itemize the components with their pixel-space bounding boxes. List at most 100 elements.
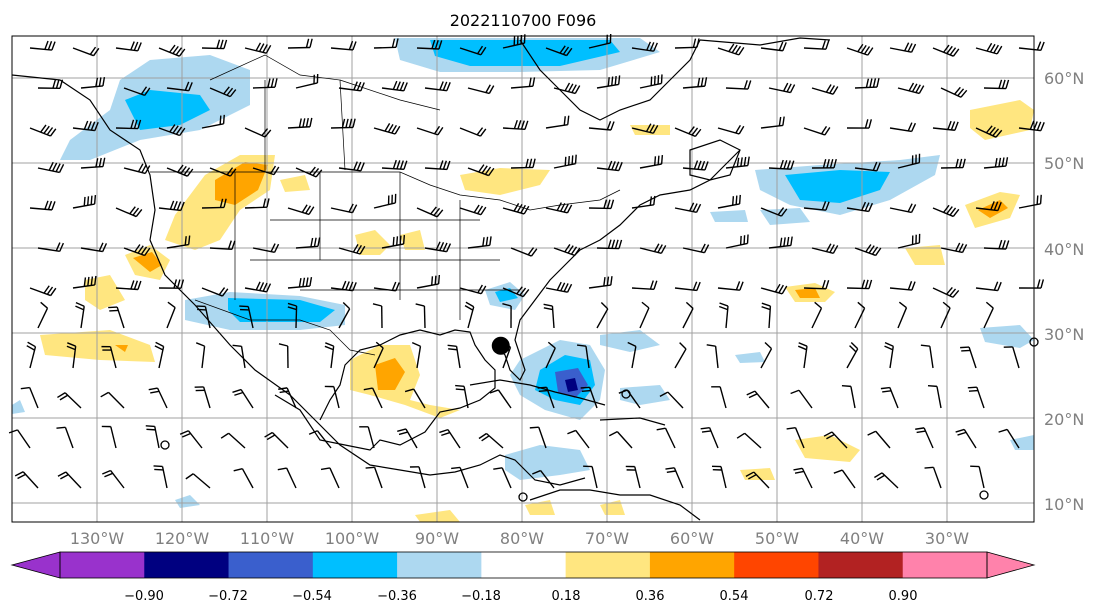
wind-barb: [278, 387, 297, 409]
lon-label: 110°W: [240, 529, 295, 548]
storm-center-marker: [491, 336, 510, 355]
wind-barb: [209, 86, 237, 98]
wind-barb: [897, 153, 921, 169]
wind-barb: [373, 38, 399, 49]
wind-barb: [940, 242, 968, 254]
borders: [150, 54, 621, 356]
anomaly-shade: [565, 378, 578, 392]
wind-barb: [220, 432, 246, 449]
wind-barb: [324, 342, 335, 369]
anomaly-shade: [795, 435, 860, 462]
border-us-canada: [150, 171, 621, 211]
wind-barb: [185, 473, 211, 489]
wind-barb: [330, 203, 358, 214]
wind-barb: [330, 118, 356, 129]
wind-barb: [80, 242, 108, 253]
wind-barb: [209, 240, 236, 251]
wind-barb: [196, 305, 211, 329]
wind-barb: [596, 75, 621, 89]
anomaly-shade: [620, 385, 670, 405]
wind-barb: [179, 430, 203, 449]
wind-barb: [920, 344, 934, 369]
wind-barb: [232, 344, 246, 369]
wind-barb: [674, 281, 701, 292]
wind-barb: [338, 161, 365, 172]
wind-barb: [631, 280, 658, 290]
wind-barb: [846, 279, 873, 290]
colorbar-extend-high: [987, 552, 1034, 578]
wind-barb: [545, 202, 573, 214]
wind-barb: [631, 123, 659, 134]
wind-barb: [502, 202, 530, 215]
lat-label: 60°N: [1044, 69, 1084, 88]
wind-barb: [201, 287, 229, 297]
colorbar-tick-label: −0.90: [124, 589, 164, 604]
colorbar: −0.90 −0.72 −0.54 −0.36 −0.18 0.18 0.36 …: [10, 551, 1036, 604]
wind-barb: [700, 426, 719, 449]
wind-barb: [158, 200, 185, 212]
wind-barb: [706, 344, 719, 369]
anomaly-shade: [785, 170, 890, 203]
wind-barb: [233, 468, 254, 489]
lat-label: 20°N: [1044, 410, 1084, 429]
wind-barb: [424, 160, 451, 171]
wind-barb: [746, 390, 770, 409]
anomaly-shade: [400, 230, 425, 250]
wind-barb: [244, 198, 270, 209]
coastline-newfoundland: [689, 139, 741, 181]
map-frame: [11, 35, 1035, 523]
wind-barb: [639, 74, 663, 89]
wind-barb: [338, 81, 365, 92]
wind-barb: [287, 117, 313, 129]
wind-barb: [26, 341, 37, 369]
colorbar-outline-high: [986, 551, 1036, 579]
wind-barb: [588, 199, 615, 210]
wind-barb: [295, 237, 321, 249]
wind-barb: [717, 194, 741, 209]
wind-barb: [153, 465, 168, 489]
wind-barb: [287, 204, 315, 216]
wind-barb: [1018, 279, 1045, 289]
colorbar-segment: [228, 552, 314, 578]
wind-barb: [674, 126, 702, 138]
wind-barbs: [8, 33, 1045, 489]
colorbar-segment: [649, 552, 735, 578]
colorbar-segment: [312, 552, 398, 578]
wind-barb: [57, 392, 82, 409]
lon-label: 70°W: [585, 529, 629, 548]
wind-barb: [588, 276, 613, 289]
wind-barb: [8, 429, 31, 449]
wind-barb: [846, 43, 874, 56]
wind-barb: [811, 158, 837, 169]
wind-barb: [416, 39, 443, 50]
wind-barb: [145, 425, 160, 449]
wind-barb: [37, 161, 65, 174]
wind-barb: [29, 40, 56, 51]
colorbar-tick-label: 0.54: [720, 589, 749, 604]
wind-barb: [409, 466, 426, 489]
wind-barb: [915, 427, 934, 449]
wind-barb: [416, 125, 444, 136]
wind-barb: [790, 389, 813, 409]
wind-barb: [57, 471, 82, 489]
lat-label: 40°N: [1044, 240, 1084, 259]
wind-barb: [359, 426, 375, 449]
wind-barb: [545, 115, 570, 129]
wind-barb: [932, 286, 960, 298]
wind-barb: [553, 154, 577, 169]
wind-barb: [80, 76, 106, 89]
wind-barb: [975, 125, 1003, 138]
lon-label: 30°W: [925, 529, 969, 548]
wind-barb: [373, 341, 384, 369]
wind-barb: [115, 206, 143, 218]
anomaly-shade: [280, 175, 310, 192]
colorbar-tick-labels: −0.90 −0.72 −0.54 −0.36 −0.18 0.18 0.36 …: [124, 589, 917, 604]
wind-barb: [529, 426, 547, 449]
wind-barb: [761, 302, 772, 329]
wind-barb: [725, 80, 752, 90]
anomaly-shade: [735, 352, 765, 363]
wind-barb: [100, 391, 125, 409]
colorbar-tick-label: 0.18: [552, 589, 581, 604]
wind-barb: [884, 342, 894, 369]
wind-barb: [639, 301, 650, 329]
